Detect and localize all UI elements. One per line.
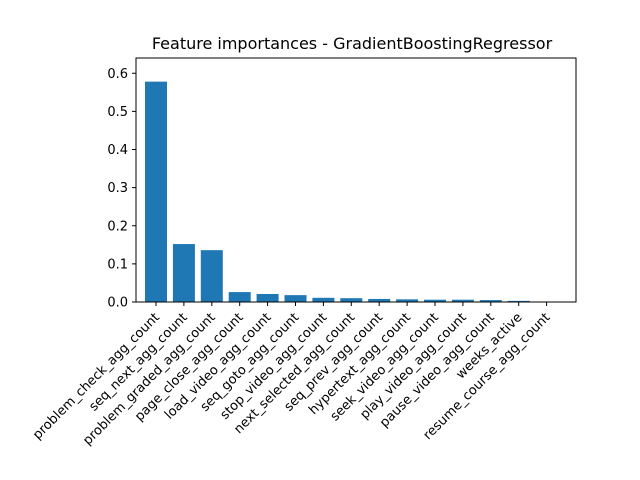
y-tick-label: 0.2 [107,219,128,234]
y-tick-label: 0.5 [107,105,128,120]
y-tick-label: 0.3 [107,181,128,196]
bar-problem-graded-agg-count [200,250,223,302]
y-tick-label: 0.1 [107,257,128,272]
bar-seq-goto-agg-count [284,295,307,302]
bar-next-selected-agg-count [340,298,363,302]
chart-title: Feature importances - GradientBoostingRe… [152,34,553,53]
y-tick-label: 0.0 [107,296,128,311]
bar-load-video-agg-count [256,293,279,302]
bar-seq-next-agg-count [172,244,195,302]
bar-pause-video-agg-count [479,300,502,302]
bar-play-video-agg-count [451,299,474,302]
y-tick-label: 0.4 [107,143,128,158]
y-tick-label: 0.6 [107,67,128,82]
plot-frame [135,57,577,303]
bars-group [145,81,558,302]
bar-stop-video-agg-count [312,297,335,302]
bar-page-close-agg-count [228,292,251,302]
bar-hypertext-agg-count [396,299,419,302]
bar-problem-check-agg-count [145,81,167,302]
bar-seq-prev-agg-count [368,298,391,302]
x-axis: problem_check_agg_countseq_next_agg_coun… [30,302,553,448]
bar-seek-video-agg-count [424,299,446,302]
bar-weeks-active [507,300,530,302]
y-axis: 0.0 0.1 0.2 0.3 0.4 0.5 0.6 [107,67,136,311]
